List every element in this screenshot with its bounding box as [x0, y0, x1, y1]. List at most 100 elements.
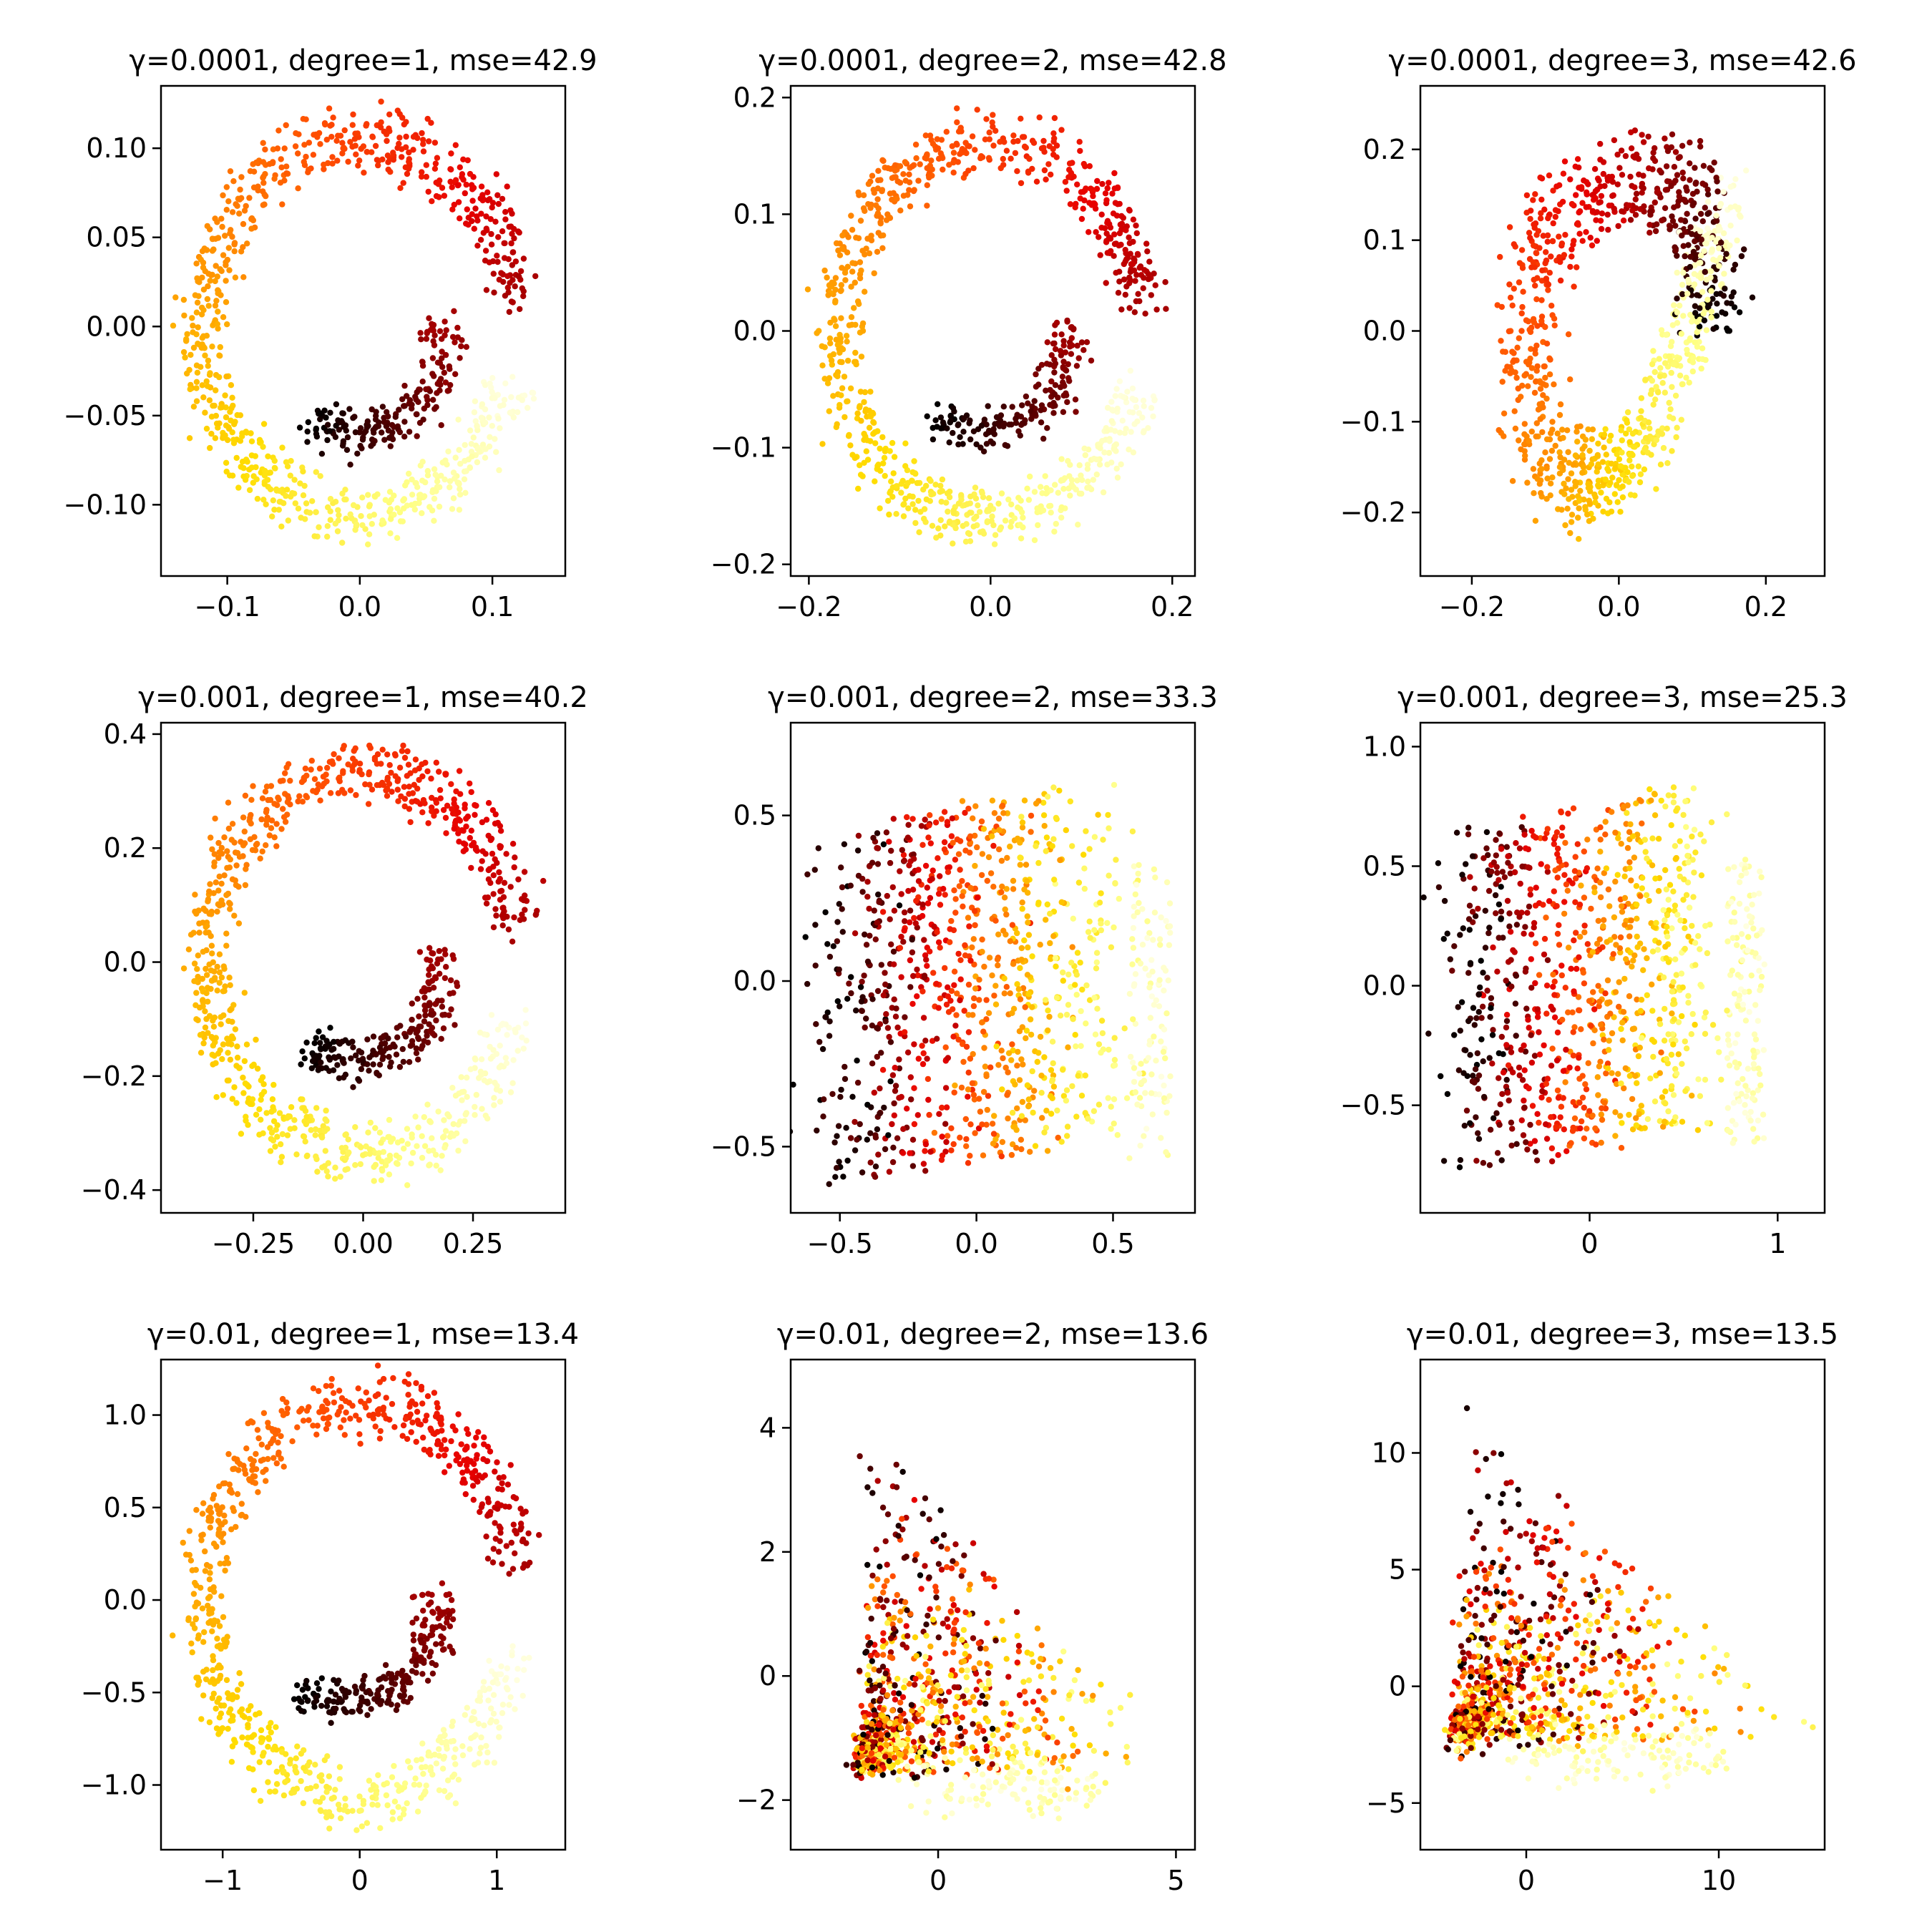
data-point [889, 1072, 897, 1078]
data-point [205, 357, 212, 364]
data-point [1509, 302, 1516, 309]
data-point [496, 467, 502, 474]
data-point [848, 283, 854, 290]
data-point [227, 906, 233, 912]
data-point [396, 1063, 404, 1070]
data-point [922, 1168, 929, 1174]
data-point [1070, 1016, 1076, 1023]
data-point [483, 900, 490, 907]
data-point [1566, 459, 1572, 466]
data-point [225, 799, 232, 806]
data-point [416, 1013, 422, 1020]
data-point [460, 177, 467, 183]
data-point [462, 190, 468, 197]
data-point [1648, 452, 1654, 458]
data-point [242, 792, 249, 799]
data-point [260, 444, 266, 450]
data-point [919, 912, 926, 919]
data-point [960, 429, 967, 435]
data-point [1533, 433, 1539, 440]
data-point [302, 765, 309, 772]
data-point [1096, 1041, 1103, 1048]
data-point [904, 834, 912, 841]
data-point [297, 480, 303, 487]
data-point [479, 192, 486, 198]
data-point [1604, 211, 1611, 218]
data-point [232, 1026, 239, 1033]
data-point [441, 476, 448, 483]
data-point [313, 509, 319, 515]
data-point [391, 512, 397, 518]
data-point [965, 1086, 972, 1093]
data-point [419, 988, 426, 995]
data-point [957, 434, 963, 440]
data-point [884, 892, 891, 899]
data-point [253, 1111, 260, 1118]
data-point [1118, 306, 1125, 313]
data-point [1007, 990, 1013, 997]
data-point [489, 375, 496, 381]
data-point [406, 1028, 413, 1035]
data-point [990, 112, 996, 118]
data-point [1136, 298, 1143, 305]
data-point [1162, 1055, 1169, 1062]
data-point [321, 1163, 328, 1169]
data-point [399, 154, 405, 160]
data-point [1530, 466, 1537, 472]
data-point [468, 864, 474, 872]
data-point [892, 162, 899, 169]
data-point [1538, 210, 1544, 217]
data-point [349, 767, 356, 774]
data-point [407, 1043, 414, 1049]
data-point [197, 1032, 204, 1038]
data-point [826, 1181, 832, 1188]
data-point [855, 832, 862, 839]
data-point [1031, 537, 1038, 544]
data-point [1594, 469, 1600, 475]
data-point [1130, 216, 1137, 223]
data-point [1018, 414, 1025, 420]
data-point [975, 426, 982, 432]
data-point [854, 847, 862, 854]
data-point [888, 847, 894, 854]
data-point [1007, 843, 1013, 850]
data-point [1614, 151, 1621, 158]
data-point [861, 459, 867, 466]
data-point [1072, 396, 1079, 403]
data-point [852, 349, 859, 356]
data-point [924, 165, 930, 172]
data-point [250, 783, 256, 789]
data-point [1035, 381, 1042, 388]
data-point [1130, 1016, 1136, 1023]
data-point [336, 778, 343, 785]
data-point [883, 829, 890, 836]
data-point [1597, 140, 1604, 147]
data-point [1017, 862, 1024, 868]
data-point [826, 375, 833, 381]
data-point [442, 951, 449, 957]
data-point [441, 192, 448, 199]
data-point [1565, 449, 1571, 455]
data-point [1643, 434, 1649, 441]
data-point [1078, 1008, 1084, 1015]
data-point [303, 1113, 310, 1121]
data-point [906, 187, 912, 193]
data-point [1640, 139, 1647, 145]
data-point [1126, 240, 1133, 247]
data-point [426, 966, 432, 972]
data-point [1072, 1032, 1078, 1038]
data-point [278, 1153, 286, 1160]
data-point [961, 1008, 967, 1014]
data-point [412, 500, 419, 507]
data-point [1668, 369, 1674, 376]
data-point [1583, 229, 1589, 235]
data-point [301, 482, 308, 489]
data-point [812, 922, 819, 928]
data-point [323, 778, 330, 785]
data-point [1501, 433, 1507, 439]
data-point [1042, 473, 1048, 479]
data-point [261, 472, 268, 479]
data-point [1533, 232, 1540, 238]
data-point [1512, 425, 1519, 432]
data-point [1020, 1061, 1026, 1068]
